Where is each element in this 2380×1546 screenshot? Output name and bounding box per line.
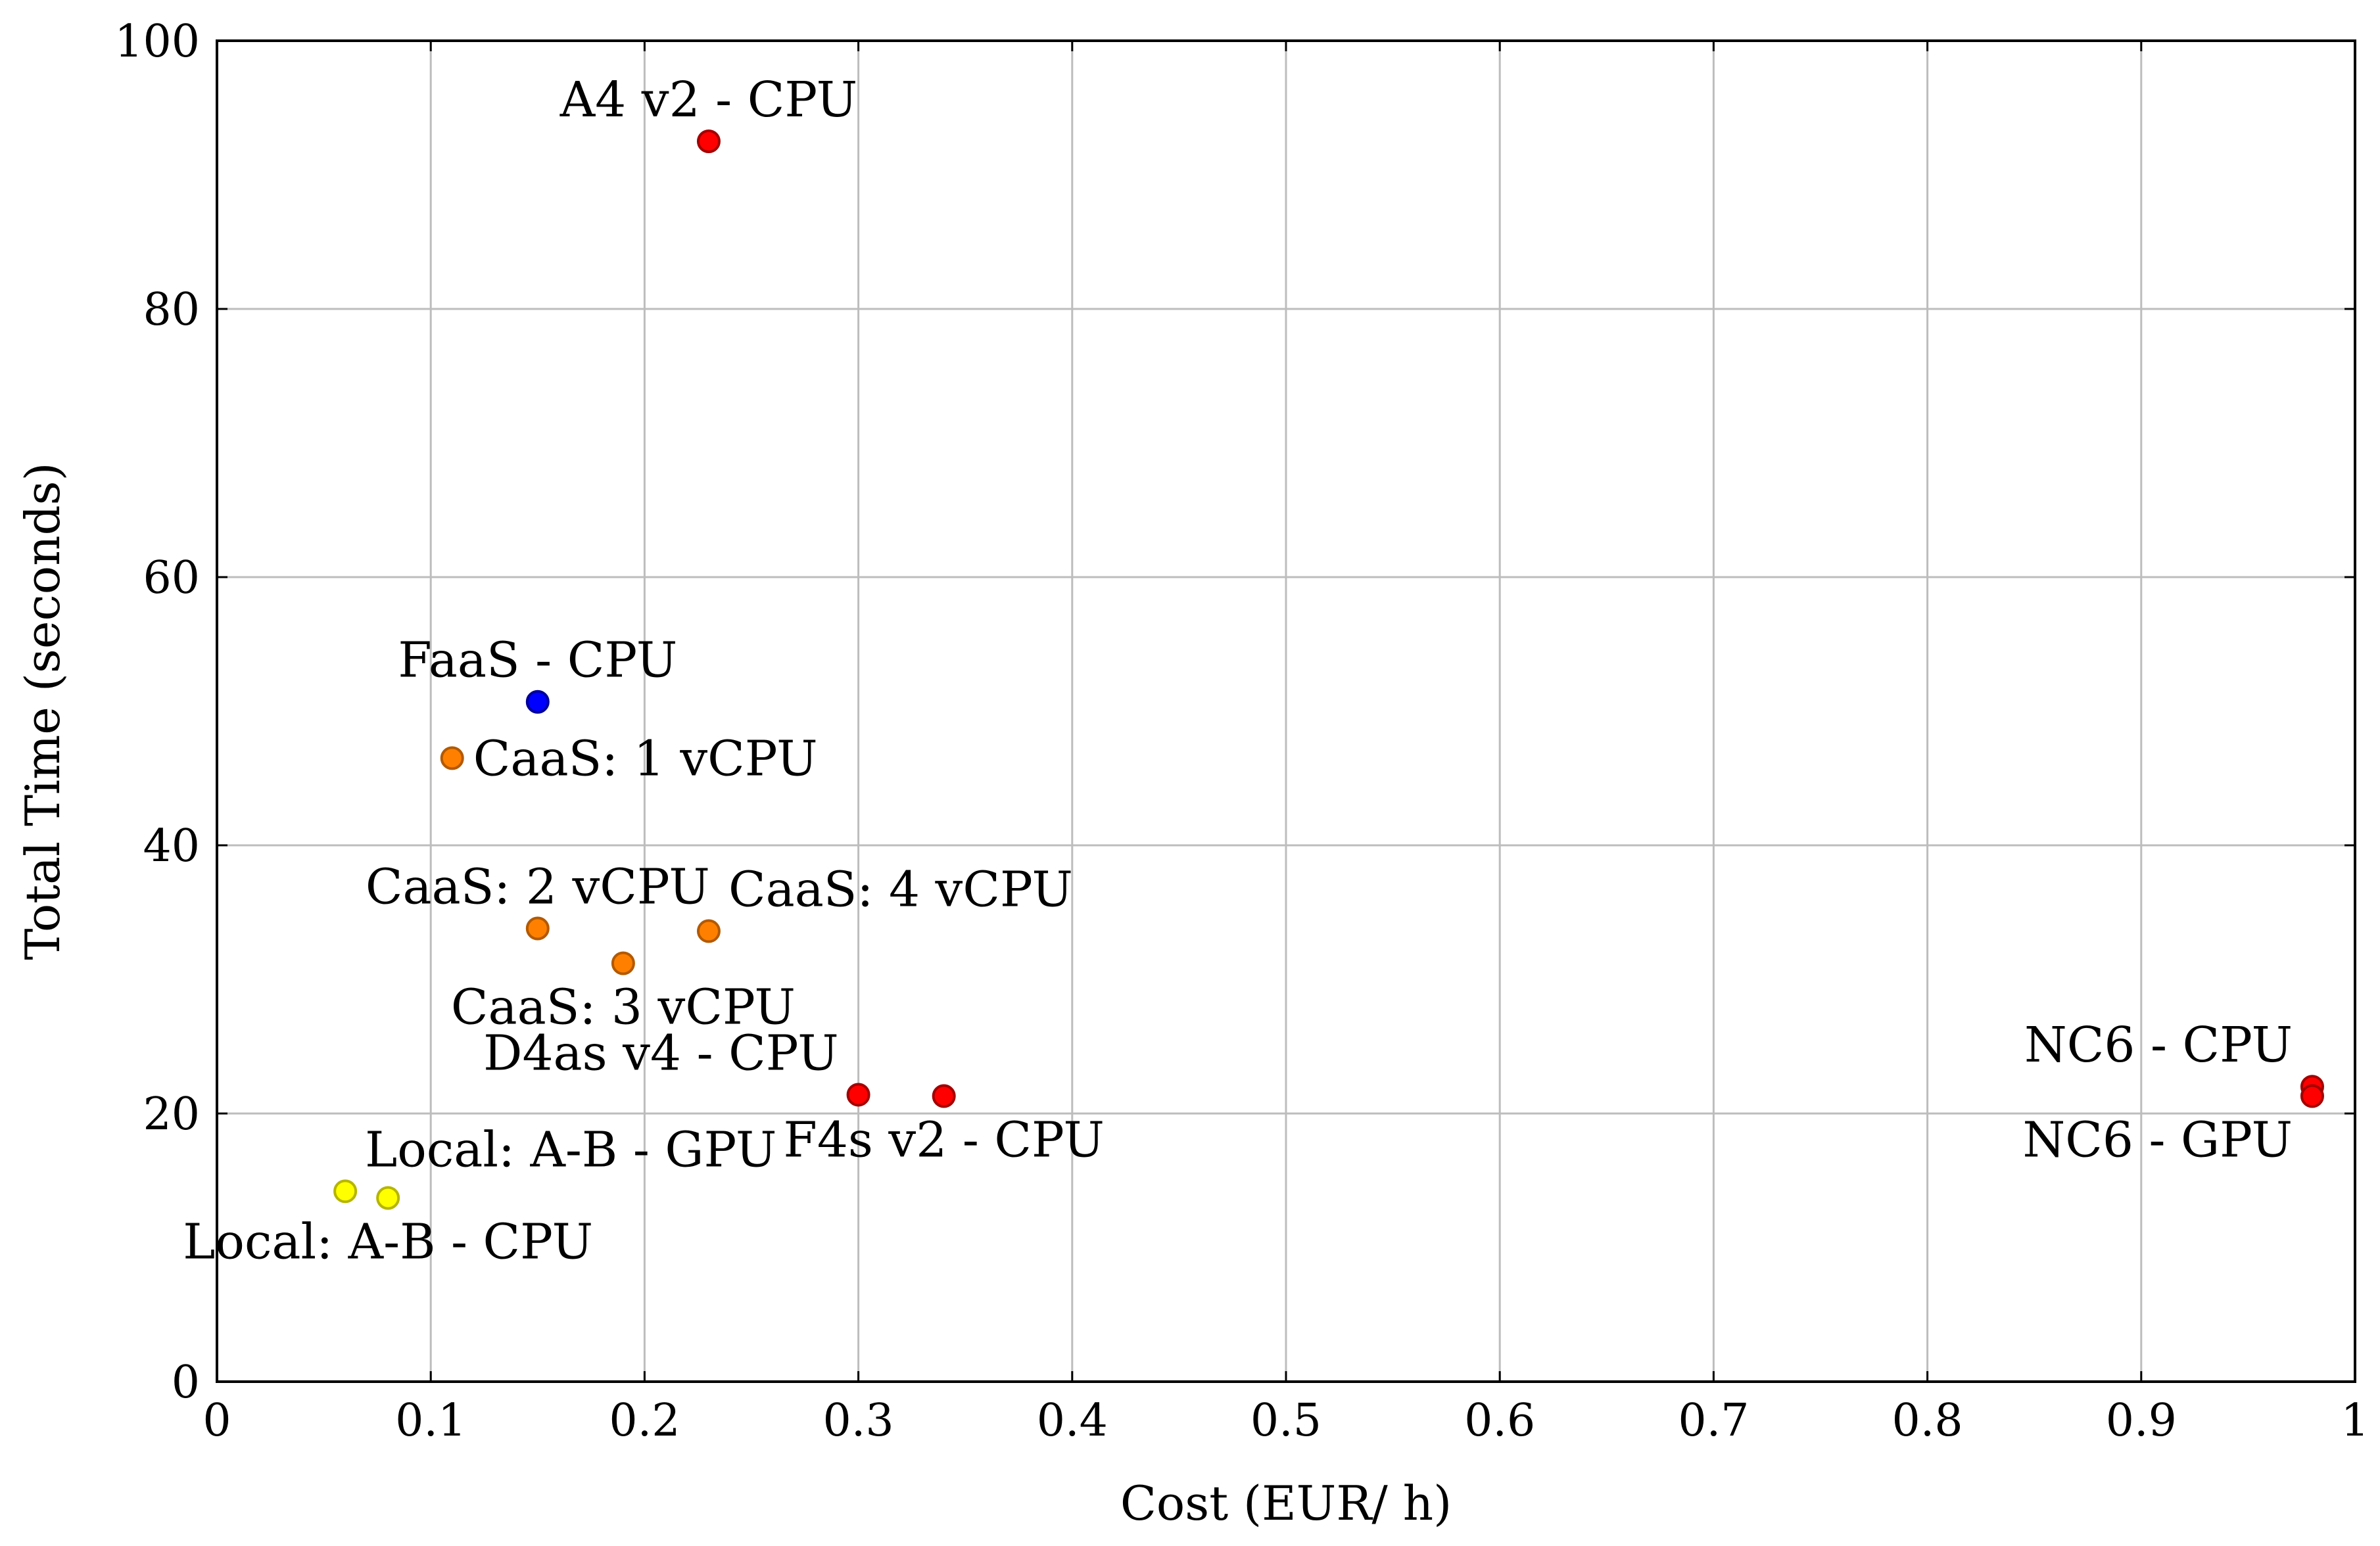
data-point: [440, 746, 464, 770]
x-tick-label: 0.8: [1892, 1395, 1963, 1447]
data-point: [696, 129, 721, 153]
data-point-label: FaaS - CPU: [398, 632, 677, 689]
data-point-label: NC6 - GPU: [2022, 1112, 2292, 1168]
x-tick-label: 0: [202, 1395, 231, 1447]
data-point: [696, 919, 721, 943]
data-point-labels: A4 v2 - CPU FaaS - CPU CaaS: 1 vCPU CaaS: 2…: [183, 72, 2293, 1271]
plot-frame: [216, 39, 2356, 1383]
data-point: [611, 951, 635, 975]
x-tick-label: 0.1: [395, 1395, 466, 1447]
y-tick-label: 20: [143, 1089, 200, 1140]
y-tick-label: 100: [114, 16, 200, 68]
x-tick-label: 0.2: [609, 1395, 680, 1447]
data-point-label: NC6 - CPU: [2024, 1017, 2293, 1073]
data-point-label: A4 v2 - CPU: [559, 72, 857, 128]
x-tick-label: 0.4: [1037, 1395, 1108, 1447]
data-point-label: CaaS: 3 vCPU: [451, 979, 796, 1036]
y-tick-label: 60: [143, 552, 200, 604]
x-tick-labels: 0 0.1 0.2 0.3 0.4 0.5 0.6 0.7 0.8 0.9 1: [202, 1395, 2369, 1447]
data-point-label: F4s v2 - CPU: [784, 1112, 1105, 1168]
data-point-label: CaaS: 2 vCPU: [366, 858, 710, 915]
data-point: [846, 1083, 870, 1107]
x-tick-label: 0.3: [823, 1395, 894, 1447]
y-tick-label: 40: [143, 820, 200, 872]
data-point-label: D4as v4 - CPU: [483, 1025, 838, 1081]
data-point: [525, 690, 550, 714]
y-tick-labels: 0 20 40 60 80 100: [114, 16, 200, 1409]
data-point: [525, 916, 550, 941]
data-point-label: CaaS: 4 vCPU: [728, 862, 1073, 918]
x-tick-label: 1: [2341, 1395, 2369, 1447]
y-tick-label: 80: [143, 284, 200, 336]
data-point-label: Local: A-B - GPU: [365, 1121, 776, 1178]
x-tick-label: 0.7: [1678, 1395, 1749, 1447]
data-point-label: CaaS: 1 vCPU: [473, 730, 818, 787]
data-points: [333, 129, 2324, 1210]
y-tick-label: 0: [172, 1357, 200, 1409]
data-point: [932, 1084, 956, 1108]
data-point: [2300, 1084, 2324, 1108]
x-tick-label: 0.9: [2106, 1395, 2177, 1447]
x-axis-label: Cost (EUR/ h): [1120, 1476, 1452, 1531]
data-point-label: Local: A-B - CPU: [183, 1214, 593, 1271]
data-point: [333, 1179, 358, 1204]
x-tick-label: 0.6: [1464, 1395, 1535, 1447]
x-tick-label: 0.5: [1250, 1395, 1321, 1447]
y-axis-label: Total Time (seconds): [15, 462, 70, 960]
data-point: [376, 1186, 400, 1210]
